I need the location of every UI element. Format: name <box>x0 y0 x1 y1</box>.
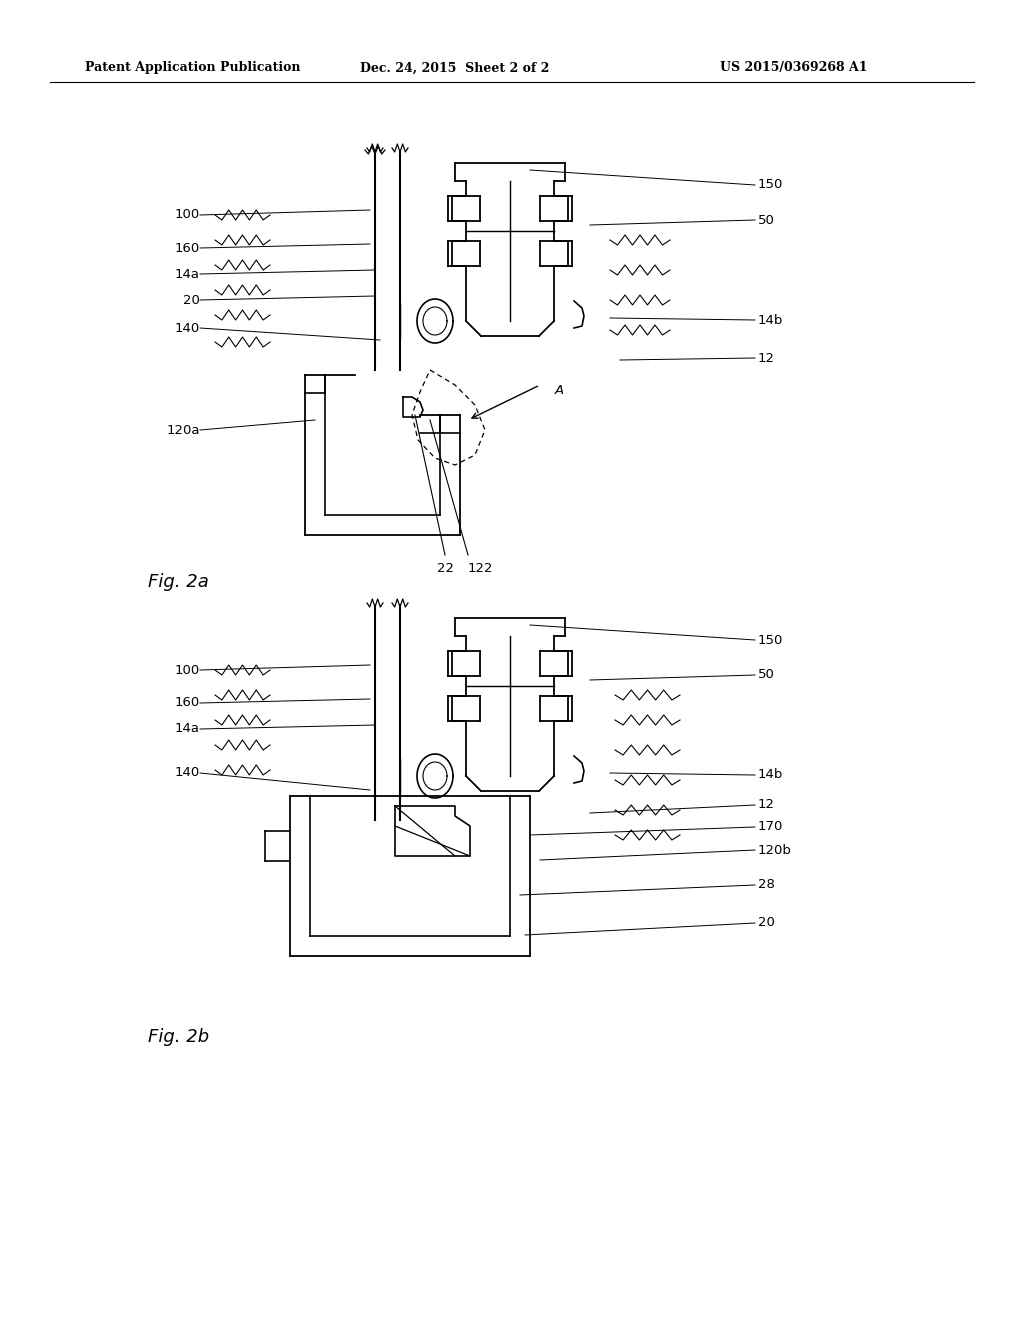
Text: 150: 150 <box>758 634 783 647</box>
Text: 14b: 14b <box>758 768 783 781</box>
Text: 160: 160 <box>175 697 200 710</box>
Text: Fig. 2b: Fig. 2b <box>148 1028 209 1045</box>
Text: 14a: 14a <box>175 722 200 735</box>
Text: A: A <box>555 384 564 396</box>
Text: 170: 170 <box>758 821 783 833</box>
Text: 50: 50 <box>758 668 775 681</box>
Text: US 2015/0369268 A1: US 2015/0369268 A1 <box>720 62 867 74</box>
Text: 100: 100 <box>175 664 200 676</box>
Text: Dec. 24, 2015  Sheet 2 of 2: Dec. 24, 2015 Sheet 2 of 2 <box>360 62 549 74</box>
Text: 14b: 14b <box>758 314 783 326</box>
Text: 28: 28 <box>758 879 775 891</box>
Text: 160: 160 <box>175 242 200 255</box>
Text: 140: 140 <box>175 767 200 780</box>
Text: Patent Application Publication: Patent Application Publication <box>85 62 300 74</box>
Text: 20: 20 <box>758 916 775 929</box>
Text: 122: 122 <box>467 562 493 576</box>
Text: 12: 12 <box>758 351 775 364</box>
Text: 100: 100 <box>175 209 200 222</box>
Text: 22: 22 <box>436 562 454 576</box>
Text: 50: 50 <box>758 214 775 227</box>
Text: 150: 150 <box>758 178 783 191</box>
Text: 120a: 120a <box>167 424 200 437</box>
Text: 120b: 120b <box>758 843 792 857</box>
Text: Fig. 2a: Fig. 2a <box>148 573 209 591</box>
Text: 20: 20 <box>183 293 200 306</box>
Text: 140: 140 <box>175 322 200 334</box>
Text: 12: 12 <box>758 799 775 812</box>
Text: 14a: 14a <box>175 268 200 281</box>
